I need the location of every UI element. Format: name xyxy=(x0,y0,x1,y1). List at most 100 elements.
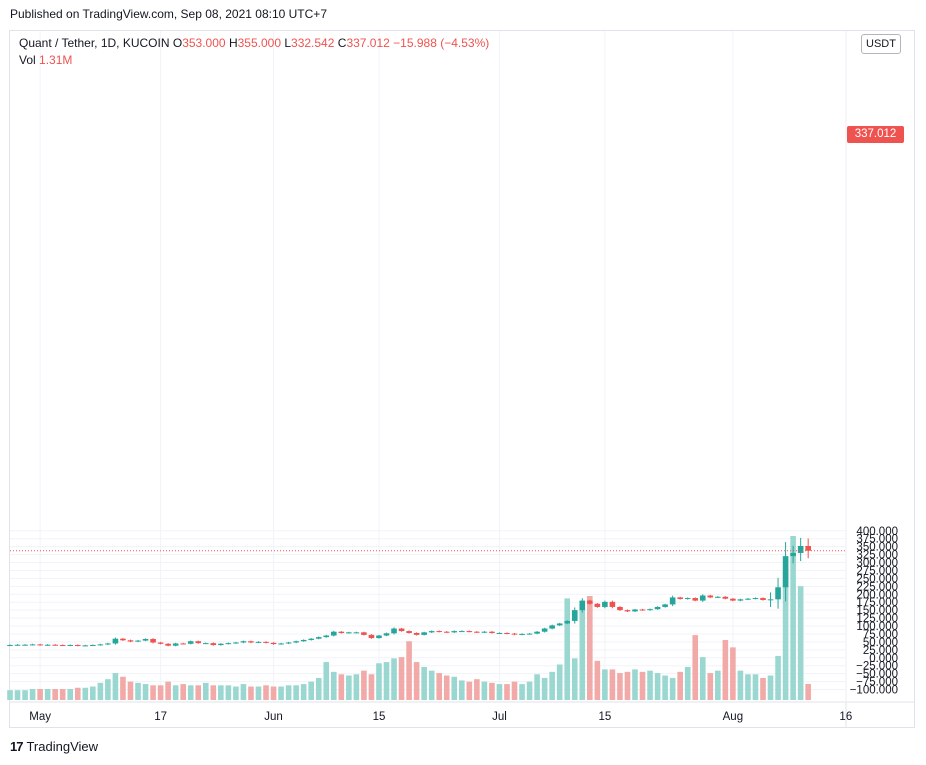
volume-bar xyxy=(202,682,209,700)
volume-bar xyxy=(112,673,119,700)
volume-bar xyxy=(677,671,683,700)
volume-bar xyxy=(406,641,412,700)
volume-bar xyxy=(760,677,766,700)
candle-body xyxy=(97,644,104,646)
candle-body xyxy=(157,642,164,644)
volume-bar xyxy=(255,686,262,700)
volume-bar xyxy=(210,685,217,700)
volume-bar xyxy=(37,688,43,700)
candle-body xyxy=(564,620,571,624)
candle-body xyxy=(82,645,89,647)
volume-bar xyxy=(22,690,28,700)
candle-body xyxy=(587,600,593,604)
candle-body xyxy=(647,609,653,611)
volume-bar xyxy=(346,675,352,700)
volume-bar xyxy=(474,679,480,700)
legend-high-value: 355.000 xyxy=(237,36,281,50)
candle-body xyxy=(571,610,578,621)
volume-bar xyxy=(413,662,420,700)
candle-body xyxy=(428,631,435,633)
y-tick-label: 225.000 xyxy=(856,581,898,593)
currency-badge[interactable]: USDT xyxy=(861,34,901,54)
candle-body xyxy=(67,645,74,647)
footer-branding[interactable]: 17 TradingView xyxy=(10,739,98,754)
volume-bar xyxy=(135,682,141,700)
candle-body xyxy=(44,644,51,646)
candle-body xyxy=(172,643,179,646)
volume-bar xyxy=(97,682,104,700)
volume-bar xyxy=(496,684,503,700)
y-tick-label: 175.000 xyxy=(856,597,898,609)
y-tick-label: 150.000 xyxy=(856,605,898,617)
volume-bar xyxy=(594,660,601,700)
candle-body xyxy=(112,638,119,644)
candle-body xyxy=(669,597,676,605)
volume-bar xyxy=(300,684,307,700)
volume-bar xyxy=(398,657,405,700)
candle-body xyxy=(760,598,766,600)
volume-bar xyxy=(715,670,721,700)
candle-body xyxy=(549,625,555,629)
volume-bar xyxy=(391,658,397,700)
volume-bar xyxy=(428,670,435,700)
candle-body xyxy=(14,644,21,646)
x-tick-label: Aug xyxy=(723,711,743,723)
candle-body xyxy=(135,640,141,642)
candle-body xyxy=(127,640,134,642)
candle-body xyxy=(361,632,367,635)
candle-body xyxy=(639,609,646,611)
candle-body xyxy=(187,641,194,644)
candle-body xyxy=(368,634,375,639)
volume-bar xyxy=(225,685,232,700)
legend-high-label: H xyxy=(228,36,238,50)
candle-body xyxy=(421,632,427,635)
volume-bar xyxy=(737,670,744,700)
candle-body xyxy=(210,643,217,646)
volume-bar xyxy=(767,675,774,700)
volume-bar xyxy=(639,671,646,700)
volume-bar xyxy=(722,640,729,700)
volume-bar xyxy=(157,685,164,700)
candle-body xyxy=(90,645,96,647)
volume-bar xyxy=(684,666,691,700)
candle-body xyxy=(29,644,36,646)
candle-body xyxy=(782,556,789,588)
legend-low-value: 332.542 xyxy=(291,36,335,50)
volume-bar xyxy=(278,686,284,700)
candle-body xyxy=(105,643,111,645)
candle-body xyxy=(406,631,412,633)
volume-bar xyxy=(511,681,518,700)
published-caption: Published on TradingView.com, Sep 08, 20… xyxy=(10,7,327,21)
volume-bar xyxy=(632,669,638,700)
chart-legend: Quant / Tether, 1D, KUCOIN O353.000 H355… xyxy=(19,35,489,69)
candle-body xyxy=(556,623,563,626)
volume-bar xyxy=(443,675,450,700)
candle-body xyxy=(684,598,691,600)
volume-bar xyxy=(67,688,74,700)
candle-body xyxy=(474,631,480,633)
volume-bar xyxy=(315,677,322,700)
y-tick-label: 200.000 xyxy=(856,589,898,601)
volume-bar xyxy=(142,684,149,700)
candle-body xyxy=(165,643,171,646)
volume-bar xyxy=(338,674,345,700)
volume-bar xyxy=(745,674,751,700)
candle-body xyxy=(315,637,322,639)
candle-body xyxy=(797,545,804,553)
volume-bar xyxy=(105,679,111,700)
candle-body xyxy=(730,598,736,601)
volume-bar xyxy=(602,669,608,700)
candle-body xyxy=(180,643,186,645)
last-price-tag: 337.012 xyxy=(847,126,904,143)
candle-body xyxy=(398,628,405,632)
x-tick-label: 15 xyxy=(598,711,611,723)
volume-bar xyxy=(165,681,171,700)
candle-body xyxy=(300,639,307,642)
candle-body xyxy=(383,633,390,636)
candle-body xyxy=(654,606,661,610)
candle-body xyxy=(534,631,540,634)
volume-bar xyxy=(436,673,443,700)
y-tick-label: 350.000 xyxy=(856,542,898,554)
volume-bar xyxy=(233,686,239,700)
